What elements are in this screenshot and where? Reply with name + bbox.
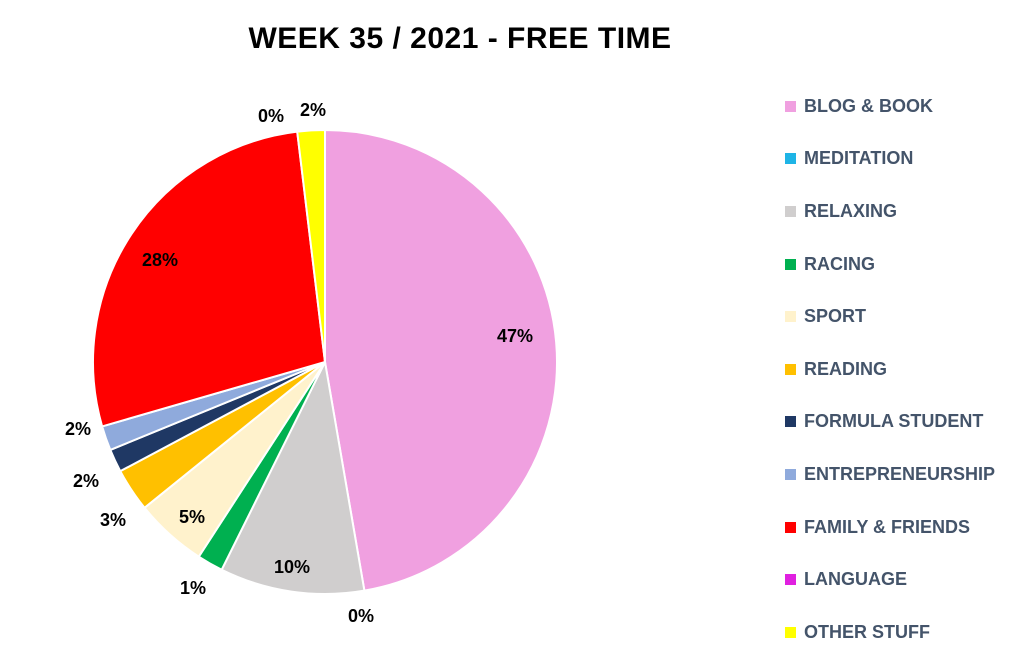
legend-item-language: LANGUAGE <box>785 553 1020 606</box>
pie-slice-family-friends <box>92 130 327 428</box>
pie-slice-blog-book <box>324 128 558 592</box>
slice-label-entrepreneurship: 2% <box>65 419 91 439</box>
legend-swatch <box>785 153 796 165</box>
chart-title: WEEK 35 / 2021 - FREE TIME <box>248 22 672 55</box>
slice-label-relaxing: 10% <box>274 557 310 577</box>
pie-slice-other-stuff <box>296 128 326 363</box>
legend-item-reading: READING <box>785 343 1020 396</box>
legend-item-formula-student: FORMULA STUDENT <box>785 396 1020 449</box>
legend-swatch <box>785 258 796 270</box>
legend-label: LANGUAGE <box>804 569 907 590</box>
legend-item-blog-book: BLOG & BOOK <box>785 80 1020 133</box>
legend-item-sport: SPORT <box>785 290 1020 343</box>
slice-label-language: 0% <box>258 106 284 126</box>
legend-label: MEDITATION <box>804 148 914 169</box>
slice-label-meditation: 0% <box>348 606 374 626</box>
legend-label: SPORT <box>804 306 867 327</box>
legend-item-racing: RACING <box>785 238 1020 291</box>
legend-swatch <box>785 363 796 375</box>
slice-label-blog-book: 47% <box>497 326 533 346</box>
slice-label-formula-student: 2% <box>73 471 99 491</box>
legend-label: ENTREPRENEURSHIP <box>804 463 996 484</box>
legend-swatch <box>785 468 796 480</box>
legend: BLOG & BOOK MEDITATION RELAXING RACING SPORT… <box>785 80 1020 659</box>
legend-label: OTHER STUFF <box>804 621 930 642</box>
legend-item-entrepreneurship: ENTREPRENEURSHIP <box>785 448 1020 501</box>
slice-label-family-friends: 28% <box>142 250 178 270</box>
legend-label: BLOG & BOOK <box>804 95 933 116</box>
slice-label-reading: 3% <box>100 510 126 530</box>
pie-slice-relaxing <box>220 358 366 595</box>
legend-item-relaxing: RELAXING <box>785 185 1020 238</box>
legend-swatch <box>785 311 796 323</box>
legend-swatch <box>785 416 796 428</box>
legend-swatch <box>785 205 796 217</box>
pie-slices <box>92 128 558 595</box>
slice-label-racing: 1% <box>180 578 206 598</box>
legend-label: FAMILY & FRIENDS <box>804 516 971 537</box>
legend-swatch <box>785 100 796 112</box>
pie-labels: 47%0%10%1%5%3%2%2%28%0% 2% <box>65 100 533 626</box>
legend-swatch <box>785 574 796 586</box>
legend-label: RELAXING <box>804 200 898 221</box>
legend-swatch <box>785 626 796 638</box>
legend-label: FORMULA STUDENT <box>804 411 984 432</box>
slice-label-other-stuff: 2% <box>300 100 326 120</box>
legend-swatch <box>785 521 796 533</box>
legend-item-other-stuff: OTHER STUFF <box>785 606 1020 659</box>
legend-label: RACING <box>804 253 875 274</box>
legend-item-meditation: MEDITATION <box>785 133 1020 186</box>
legend-label: READING <box>804 358 888 379</box>
slice-label-sport: 5% <box>179 507 205 527</box>
legend-item-family-friends: FAMILY & FRIENDS <box>785 501 1020 554</box>
